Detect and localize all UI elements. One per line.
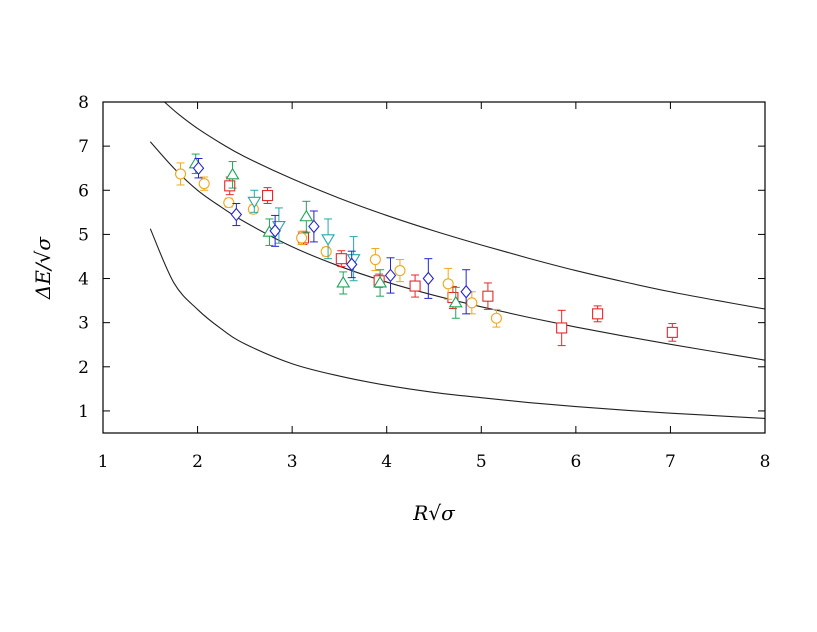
marker-circle (296, 232, 308, 244)
marker-triangle-down (247, 196, 262, 209)
reference-curve-3 (164, 101, 766, 310)
data-point-circle (223, 197, 235, 209)
data-point-triangle-down (321, 218, 336, 260)
marker-circle (223, 197, 235, 209)
data-point-circle (466, 291, 478, 315)
marker-triangle-up (299, 209, 314, 222)
marker-diamond (269, 224, 281, 238)
marker-diamond (460, 284, 472, 299)
data-point-diamond (192, 157, 205, 179)
marker-circle (394, 265, 406, 277)
data-point-circle (490, 308, 502, 328)
data-point-triangle-up (336, 271, 351, 295)
marker-diamond (308, 219, 320, 234)
data-point-triangle-down (346, 236, 361, 282)
marker-circle (174, 168, 187, 180)
marker-square (482, 290, 494, 302)
data-point-circle (198, 176, 210, 191)
data-point-circle (369, 248, 381, 272)
x-tick-label: 1 (98, 452, 109, 472)
marker-square (666, 326, 678, 338)
marker-triangle-up (373, 275, 388, 288)
data-point-triangle-up (225, 161, 240, 189)
y-tick-label: 8 (78, 93, 89, 113)
marker-diamond (346, 257, 358, 272)
ticks-layer: 1 2 3 4 5 6 7 8 1 2 3 4 5 6 7 8 (78, 93, 770, 472)
x-tick-label: 4 (381, 452, 392, 472)
marker-circle (490, 312, 502, 324)
data-point-circle (320, 246, 332, 258)
marker-triangle-up (225, 167, 240, 180)
data-point-circle (442, 267, 454, 300)
marker-diamond (384, 268, 397, 283)
marker-triangle-up (448, 295, 463, 308)
data-point-square (666, 323, 678, 342)
y-tick-label: 3 (78, 314, 89, 334)
data-point-diamond (308, 210, 320, 243)
marker-circle (442, 278, 454, 290)
reference-curve-1 (149, 228, 766, 419)
y-tick-label: 2 (78, 358, 89, 378)
curves-layer (149, 101, 766, 419)
y-tick-label: 5 (78, 225, 89, 245)
marker-square (409, 280, 421, 292)
data-point-square (262, 187, 274, 205)
marker-square (592, 308, 604, 320)
x-tick-label: 3 (287, 452, 298, 472)
y-tick-label: 6 (78, 181, 89, 201)
points-layer (174, 153, 678, 347)
marker-triangle-down (321, 234, 336, 246)
x-axis-label: R√σ (412, 501, 456, 525)
data-point-square (482, 282, 494, 310)
plot-frame (102, 101, 766, 434)
data-point-circle (296, 230, 308, 246)
data-point-triangle-down (247, 189, 262, 213)
data-point-circle (394, 259, 406, 283)
marker-square (224, 180, 236, 192)
data-point-triangle-up (373, 269, 388, 297)
data-point-diamond (460, 269, 472, 315)
x-tick-label: 2 (192, 452, 203, 472)
data-point-circle (174, 162, 187, 186)
marker-circle (320, 246, 332, 258)
x-tick-label: 7 (665, 452, 676, 472)
data-point-diamond (346, 250, 358, 279)
marker-diamond (192, 161, 205, 176)
data-point-diamond (230, 203, 243, 227)
marker-diamond (422, 271, 435, 286)
marker-square (335, 253, 347, 265)
data-point-triangle-up (299, 200, 314, 233)
data-point-square (224, 176, 236, 196)
y-tick-label: 1 (78, 402, 89, 422)
x-tick-label: 8 (760, 452, 771, 472)
marker-circle (466, 297, 478, 309)
x-tick-label: 6 (570, 452, 581, 472)
y-tick-label: 4 (78, 270, 89, 290)
data-point-square (409, 274, 421, 298)
data-point-square (592, 305, 604, 323)
data-point-triangle-up (262, 218, 277, 246)
marker-circle (198, 178, 210, 190)
marker-square (556, 322, 568, 334)
marker-circle (369, 254, 381, 266)
data-point-square (335, 250, 347, 268)
y-axis-label: ΔE/√σ (31, 236, 55, 301)
data-point-diamond (269, 214, 281, 247)
marker-square (262, 190, 274, 202)
marker-triangle-up (336, 275, 351, 288)
x-tick-label: 5 (476, 452, 487, 472)
y-tick-label: 7 (78, 137, 89, 157)
data-point-diamond (422, 258, 435, 299)
data-point-triangle-up (448, 286, 463, 319)
marker-diamond (230, 207, 243, 222)
data-point-diamond (384, 257, 397, 294)
data-point-square (556, 309, 568, 347)
